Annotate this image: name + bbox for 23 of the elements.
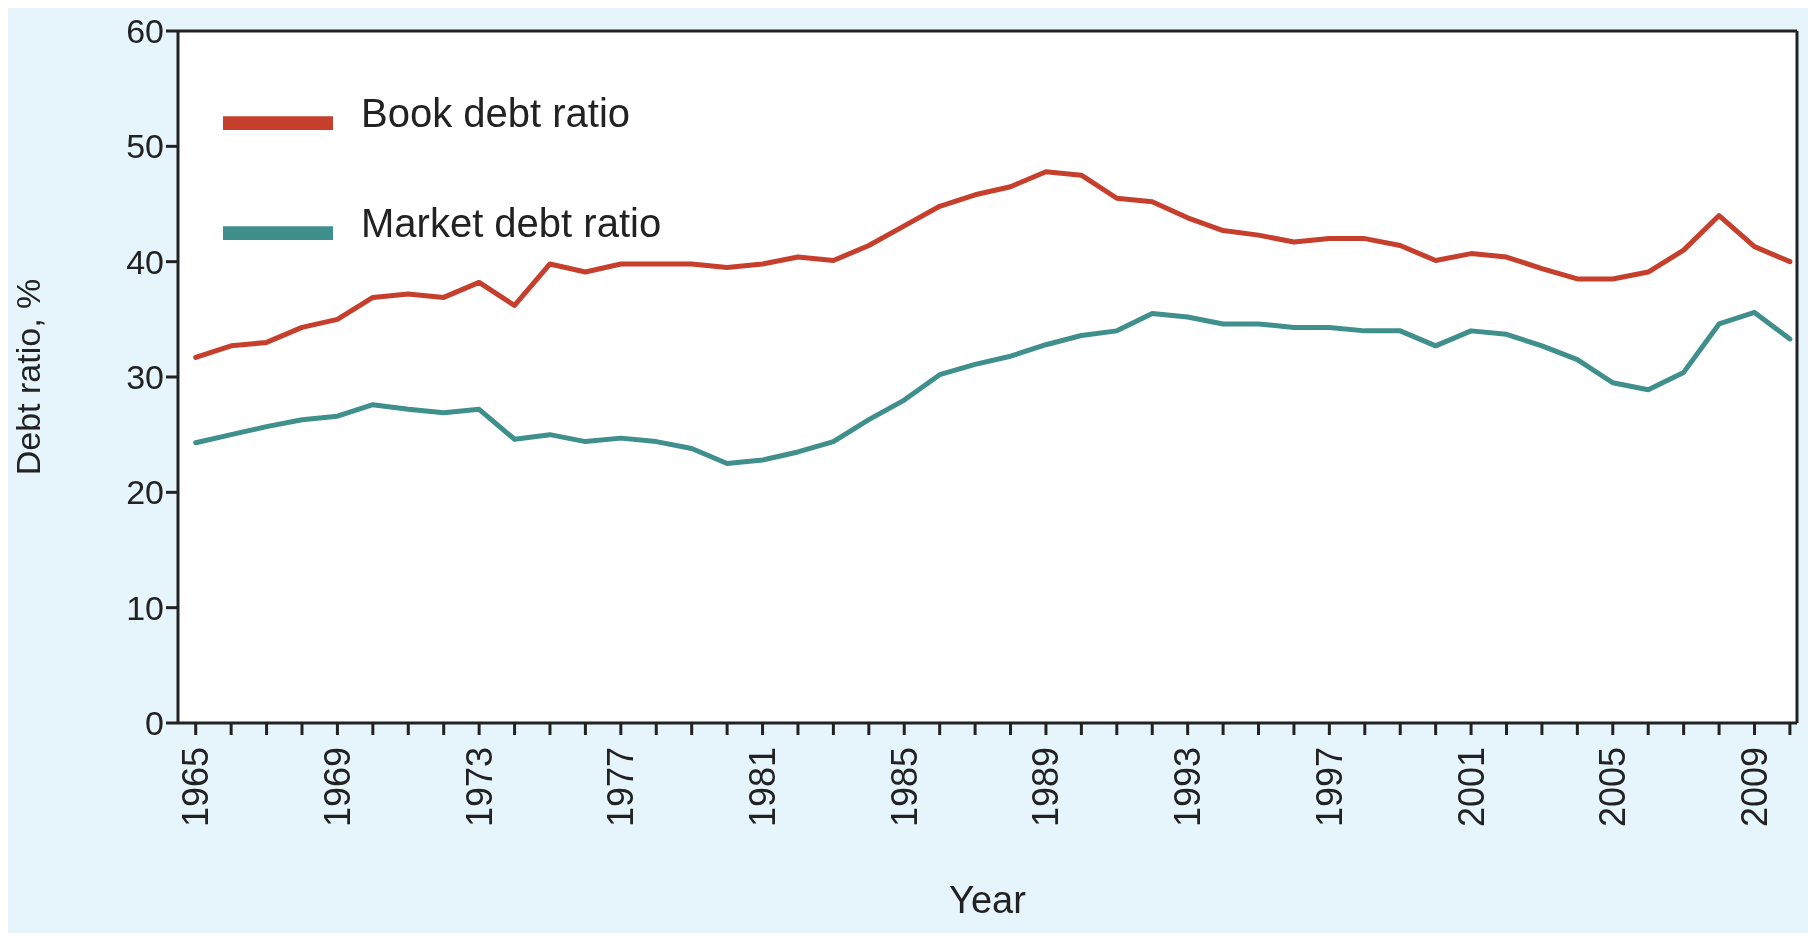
y-tick-label: 0 bbox=[145, 704, 164, 743]
legend-label: Book debt ratio bbox=[361, 90, 631, 135]
y-tick-label: 40 bbox=[126, 242, 164, 281]
x-tick-label: 1985 bbox=[883, 747, 925, 828]
x-tick-label: 1977 bbox=[600, 747, 642, 828]
legend-label: Market debt ratio bbox=[361, 200, 662, 245]
x-tick-label: 1993 bbox=[1167, 747, 1209, 828]
x-tick-label: 1973 bbox=[458, 747, 500, 828]
y-axis-title: Debt ratio, % bbox=[9, 278, 48, 476]
x-tick-label: 2009 bbox=[1733, 747, 1775, 828]
y-tick-label: 50 bbox=[126, 127, 164, 166]
x-tick-label: 1989 bbox=[1025, 747, 1067, 828]
x-axis-title: Year bbox=[949, 879, 1027, 921]
x-tick-label: 2005 bbox=[1592, 747, 1634, 828]
x-tick-label: 1981 bbox=[742, 747, 784, 828]
x-tick-label: 1997 bbox=[1308, 747, 1350, 828]
x-tick-label: 1965 bbox=[175, 747, 217, 828]
x-tick-label: 2001 bbox=[1450, 747, 1492, 828]
y-tick-label: 30 bbox=[126, 358, 164, 397]
x-tick-label: 1969 bbox=[316, 747, 358, 828]
y-tick-label: 10 bbox=[126, 588, 164, 627]
y-tick-label: 20 bbox=[126, 473, 164, 512]
y-tick-label: 60 bbox=[126, 12, 164, 51]
